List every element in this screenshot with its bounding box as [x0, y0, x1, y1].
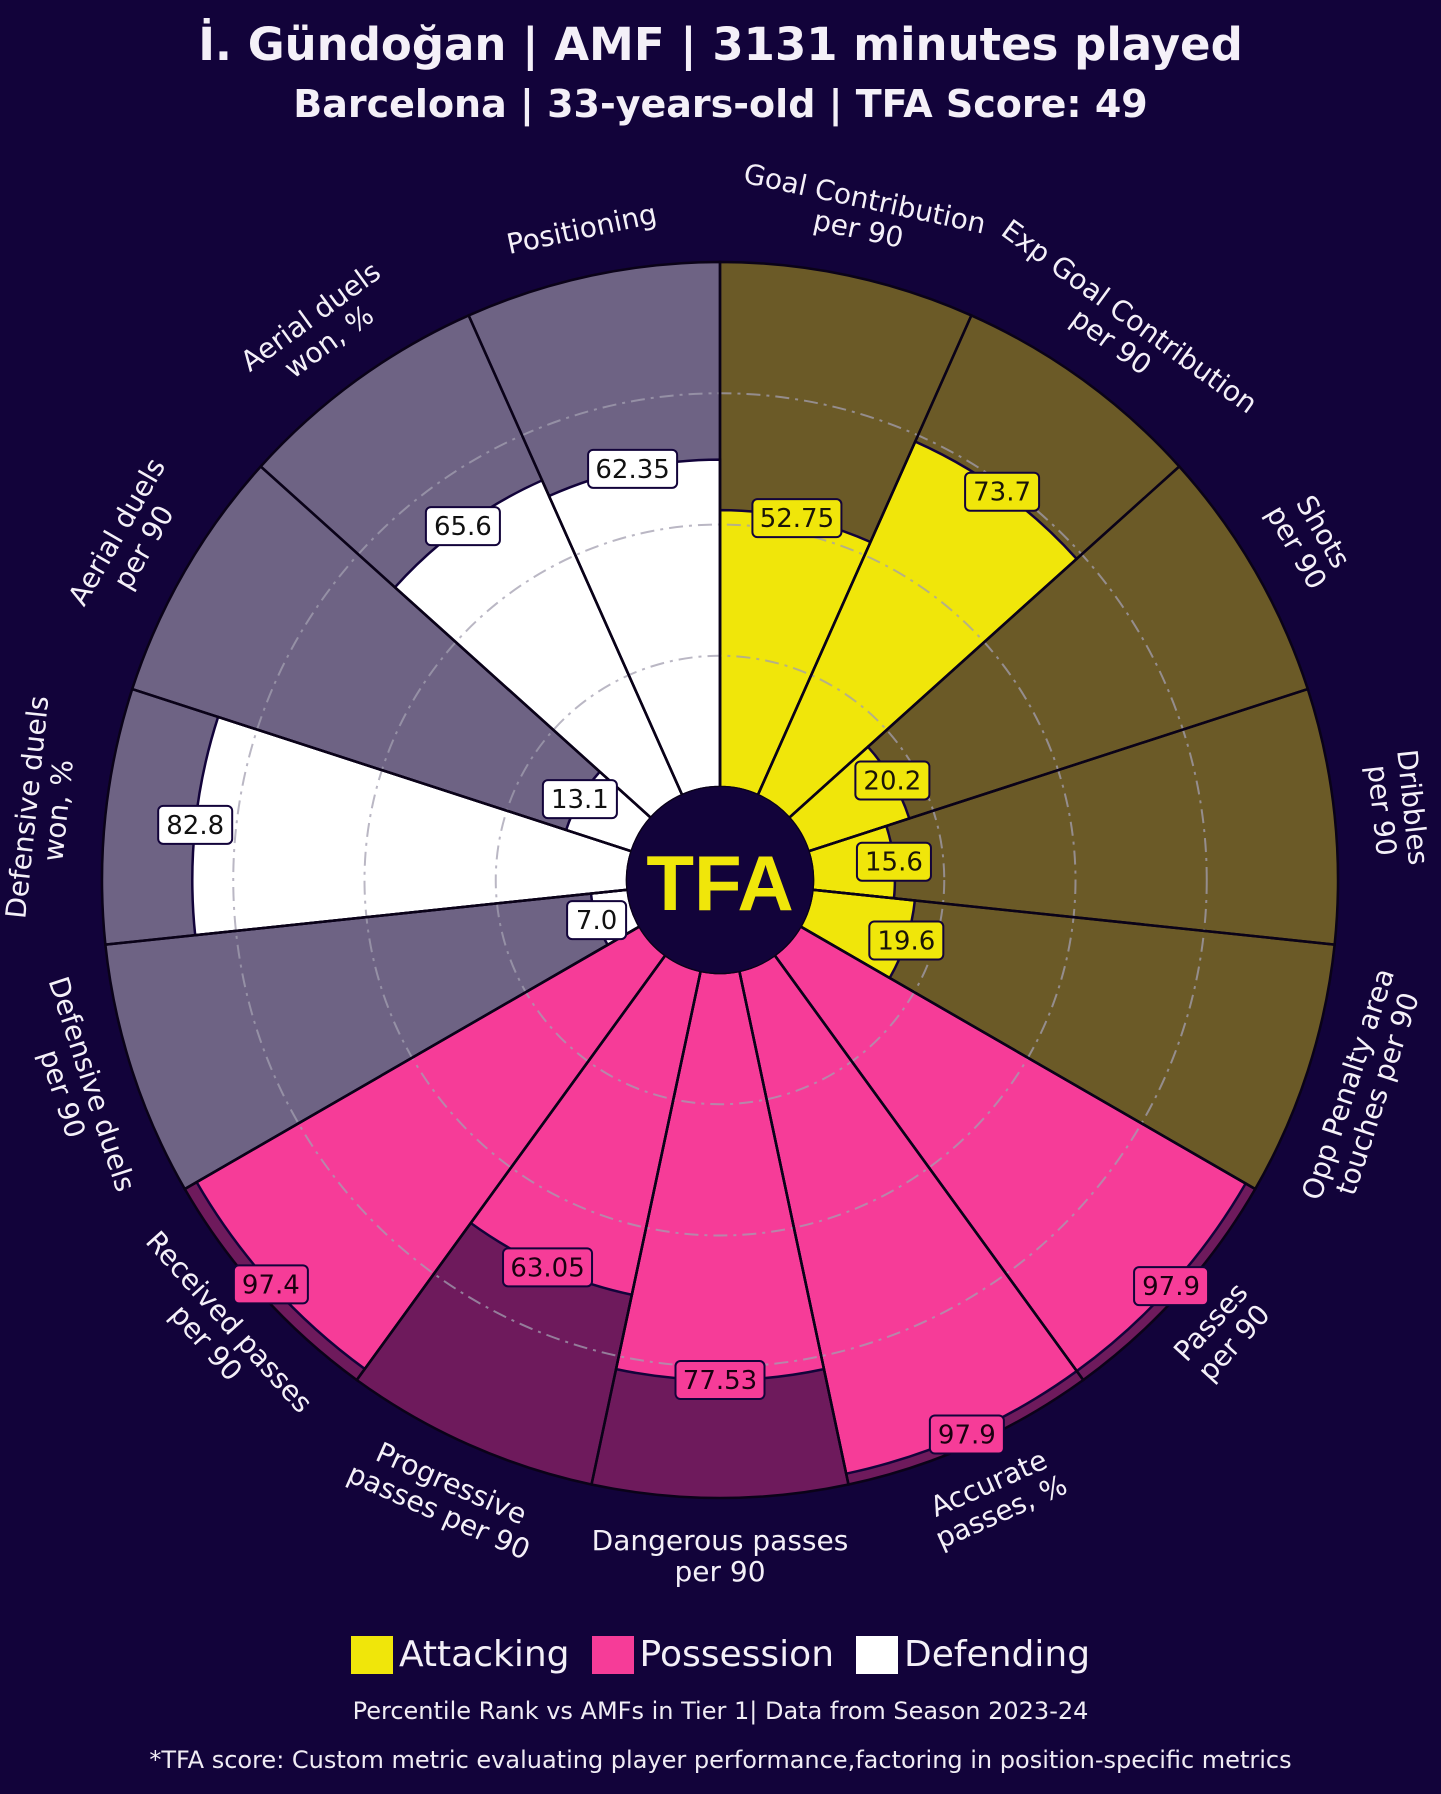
- legend-swatch-possession: [591, 1635, 634, 1674]
- value-label-text: 63.05: [510, 1253, 584, 1283]
- category-label-line: Dangerous passes: [592, 1524, 849, 1557]
- value-label-text: 7.0: [576, 906, 617, 936]
- value-label-text: 15.6: [865, 848, 923, 878]
- slice-bg-opp-penalty-area-touches-per-90: [800, 889, 1335, 1189]
- center-logo: TFA: [627, 787, 813, 973]
- slice-border-progressive-passes-per-90: [355, 953, 703, 1486]
- slice-border-defensive-duels-won: [100, 687, 634, 946]
- slice-border-defensive-duels-per-90: [104, 888, 642, 1191]
- value-label-box: [587, 448, 679, 489]
- value-label-box: [868, 920, 945, 961]
- value-label-accurate-passes: 97.9: [928, 1414, 1005, 1455]
- value-label-text: 82.8: [166, 811, 224, 841]
- legend-item-defending: Defending: [856, 1634, 1090, 1675]
- value-label-goal-contribution-per-90: 52.75: [751, 498, 843, 539]
- value-label-box: [232, 1264, 309, 1305]
- category-label-line: Positioning: [504, 197, 660, 261]
- slice-bg-aerial-duels-per-90: [132, 466, 651, 852]
- tfa-logo: TFA: [646, 839, 793, 927]
- value-label-box: [424, 506, 501, 547]
- value-label-aerial-duels-won: 65.6: [424, 506, 501, 547]
- slice-border-goal-contribution-per-90: [718, 260, 974, 797]
- legend-swatch-attacking: [350, 1635, 393, 1674]
- slice-border-passes-per-90: [772, 924, 1257, 1382]
- value-label-text: 97.9: [1142, 1272, 1200, 1302]
- slice-bg-dribbles-per-90: [808, 689, 1338, 945]
- value-label-opp-penalty-area-touches-per-90: 19.6: [868, 920, 945, 961]
- footnote-tfa-score: *TFA score: Custom metric evaluating pla…: [149, 1746, 1292, 1774]
- value-label-box: [964, 471, 1041, 512]
- legend-swatch-defending: [856, 1635, 899, 1674]
- slice-border-positioning: [466, 260, 722, 797]
- value-label-box: [854, 760, 931, 801]
- footnote-percentile: Percentile Rank vs AMFs in Tier 1| Data …: [352, 1697, 1089, 1725]
- legend-item-attacking: Attacking: [350, 1634, 570, 1675]
- value-label-box: [1133, 1266, 1210, 1307]
- slice-border-aerial-duels-won: [258, 313, 684, 820]
- legend-item-possession: Possession: [591, 1634, 835, 1675]
- value-label-defensive-duels-per-90: 7.0: [566, 900, 628, 941]
- value-label-box: [751, 498, 843, 539]
- value-label-box: [502, 1247, 594, 1288]
- slice-border-accurate-passes: [737, 953, 1085, 1486]
- value-label-text: 73.7: [973, 478, 1031, 508]
- value-label-defensive-duels-won: 82.8: [157, 804, 234, 845]
- category-label-line: per 90: [674, 1555, 765, 1588]
- slice-bg-shots-per-90: [789, 466, 1308, 852]
- value-label-dribbles-per-90: 15.6: [855, 841, 932, 882]
- value-label-text: 97.4: [242, 1270, 300, 1300]
- value-label-box: [674, 1360, 766, 1401]
- legend: Attacking Possession Defending: [0, 1634, 1441, 1675]
- value-label-text: 62.35: [595, 455, 669, 485]
- chart-title: İ. Gündoğan | AMF | 3131 minutes played: [198, 18, 1243, 71]
- value-label-text: 97.9: [938, 1420, 996, 1450]
- value-label-passes-per-90: 97.9: [1133, 1266, 1210, 1307]
- pizza-chart: 52.75 73.7 20.2 15.6 19.6 97.9 97.9 77.53 63.05 9…: [0, 157, 1435, 1588]
- value-label-text: 19.6: [877, 927, 935, 957]
- legend-label-possession: Possession: [639, 1634, 835, 1675]
- legend-label-attacking: Attacking: [398, 1634, 570, 1675]
- value-label-text: 65.6: [434, 512, 492, 542]
- value-label-box: [928, 1414, 1005, 1455]
- slice-border-dribbles-per-90: [806, 687, 1340, 946]
- value-label-received-passes-per-90: 97.4: [232, 1264, 309, 1305]
- value-label-text: 20.2: [863, 766, 921, 796]
- value-label-positioning: 62.35: [587, 448, 679, 489]
- slice-values: [191, 439, 1248, 1476]
- slice-border-dangerous-passes-per-90: [590, 969, 850, 1500]
- chart-subtitle: Barcelona | 33-years-old | TFA Score: 49: [293, 82, 1148, 126]
- value-label-shots-per-90: 20.2: [854, 760, 931, 801]
- value-label-aerial-duels-per-90: 13.1: [541, 779, 618, 820]
- value-label-progressive-passes-per-90: 63.05: [502, 1247, 594, 1288]
- value-label-box: [566, 900, 628, 941]
- slice-borders: [100, 260, 1340, 1500]
- value-label-text: 77.53: [683, 1366, 757, 1396]
- value-labels: 52.75 73.7 20.2 15.6 19.6 97.9 97.9 77.53 63.05 9…: [157, 448, 1210, 1455]
- value-label-box: [157, 804, 234, 845]
- value-label-text: 52.75: [760, 504, 834, 534]
- value-label-exp-goal-contribution-per-90: 73.7: [964, 471, 1041, 512]
- value-label-box: [541, 779, 618, 820]
- value-label-dangerous-passes-per-90: 77.53: [674, 1360, 766, 1401]
- legend-label-defending: Defending: [904, 1634, 1091, 1675]
- value-label-box: [855, 841, 932, 882]
- value-label-text: 13.1: [551, 785, 609, 815]
- center-circle: [627, 787, 813, 973]
- category-label-positioning: Positioning: [504, 197, 660, 261]
- slice-bg-defensive-duels-per-90: [105, 889, 640, 1189]
